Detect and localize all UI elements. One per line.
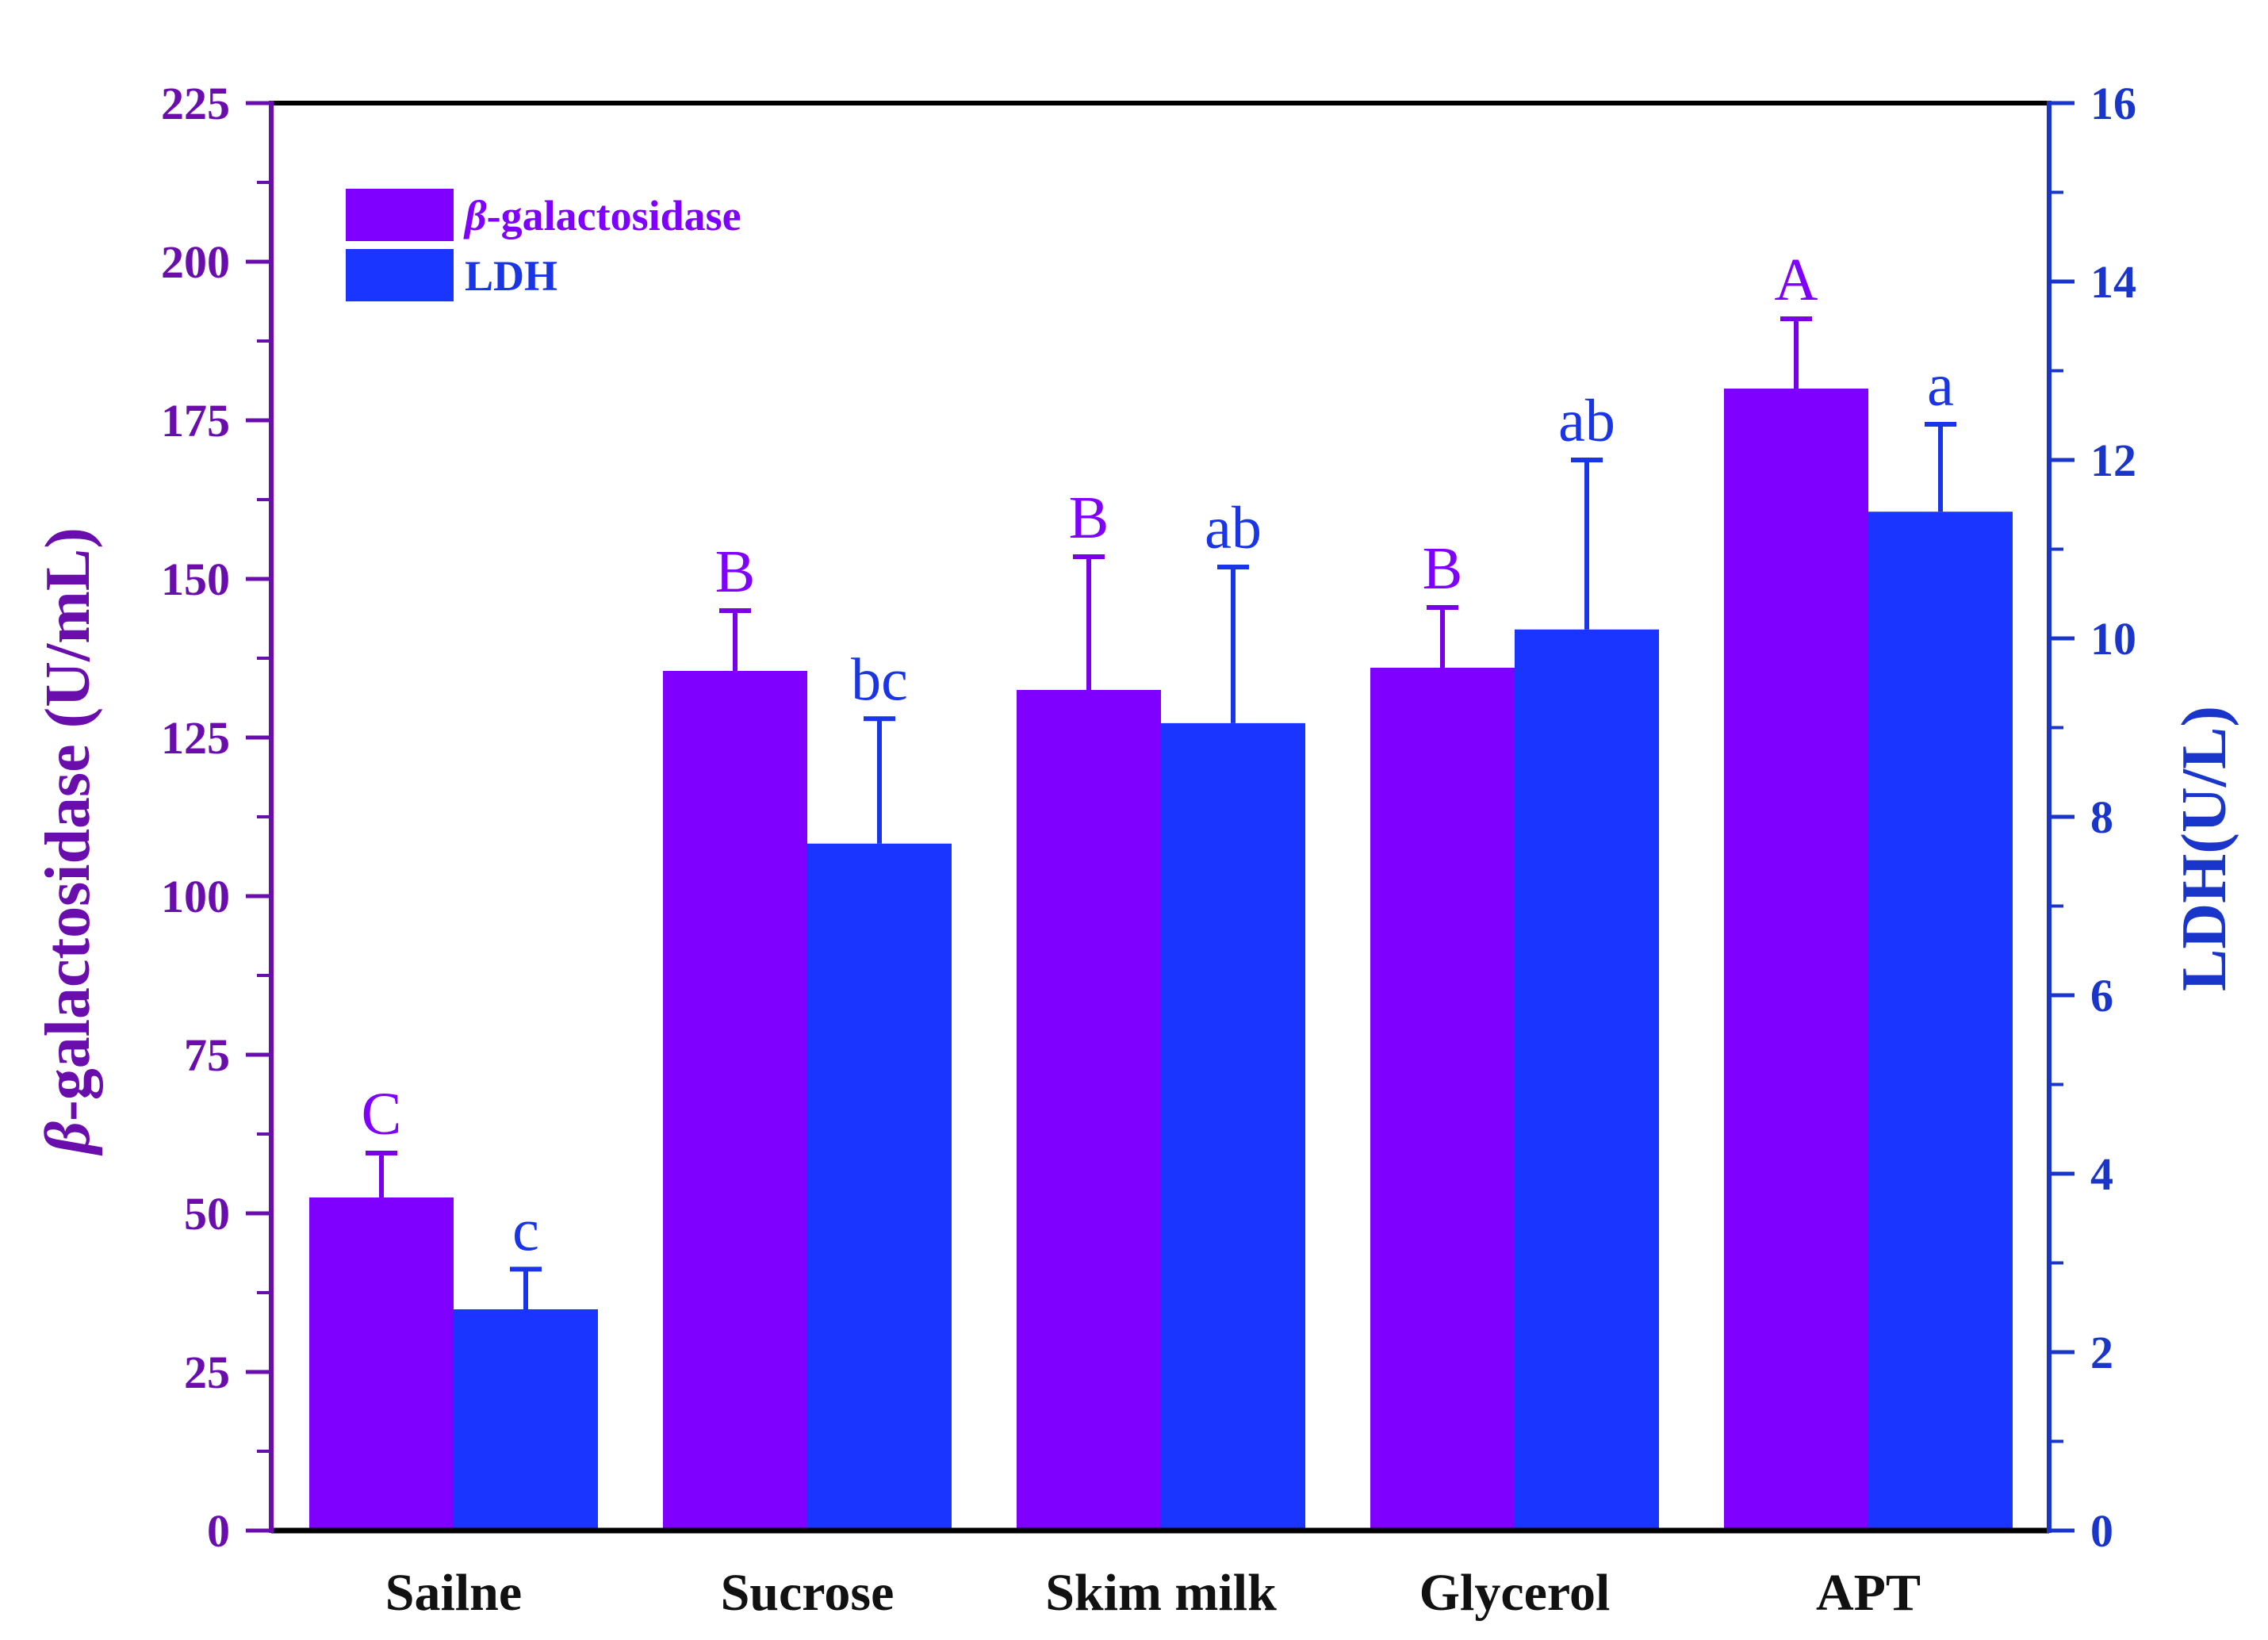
y-left-tick-label-0: 0 bbox=[207, 1505, 230, 1557]
y-left-tick-label-7: 175 bbox=[161, 395, 230, 446]
significance-letter-beta-gal-0: C bbox=[362, 1081, 402, 1148]
bar-beta-gal-2 bbox=[1017, 690, 1161, 1531]
y-right-tick-label-1: 2 bbox=[2090, 1327, 2113, 1378]
bars-layer bbox=[309, 389, 2013, 1531]
y-left-tick-label-8: 200 bbox=[161, 236, 230, 288]
y-axis-right-title: LDH(U/L) bbox=[2170, 706, 2239, 991]
category-label-0: Sailne bbox=[385, 1564, 522, 1622]
significance-letters-layer: Cc Bbc B ab Bab Aa bbox=[362, 247, 1954, 1263]
significance-letter-ldh-1: bc bbox=[851, 646, 908, 713]
y-right-tick-label-0: 0 bbox=[2090, 1505, 2113, 1557]
category-label-1: Sucrose bbox=[721, 1564, 895, 1622]
y-left-tick-label-1: 25 bbox=[184, 1347, 230, 1398]
y-left-tick-label-2: 50 bbox=[184, 1188, 230, 1240]
bar-ldh-2 bbox=[1161, 722, 1305, 1531]
legend-label-ldh: LDH bbox=[465, 252, 557, 300]
legend-label-beta-gal: β-galactosidase bbox=[463, 192, 741, 239]
y-axis-left-title: β-galactosidase (U/mL) bbox=[33, 527, 103, 1156]
y-axis-left-title-suffix: -galactosidase (U/mL) bbox=[33, 527, 103, 1121]
bar-ldh-0 bbox=[454, 1309, 598, 1531]
y-axis-left-title-prefix: β bbox=[33, 1121, 103, 1156]
y-left-tick-label-4: 100 bbox=[161, 871, 230, 922]
y-left-tick-label-3: 75 bbox=[184, 1029, 230, 1081]
legend-swatch-ldh bbox=[346, 249, 454, 301]
legend-label-prefix-beta-gal: β bbox=[463, 192, 487, 239]
significance-letter-beta-gal-4: A bbox=[1775, 247, 1818, 313]
bar-beta-gal-0 bbox=[309, 1197, 454, 1531]
bar-ldh-1 bbox=[807, 843, 952, 1531]
category-label-4: APT bbox=[1816, 1564, 1921, 1622]
category-label-3: Glycerol bbox=[1419, 1564, 1611, 1622]
y-right-tick-label-4: 8 bbox=[2090, 791, 2113, 843]
significance-letter-beta-gal-2: B bbox=[1069, 485, 1109, 551]
legend: β-galactosidase LDH bbox=[346, 189, 741, 301]
bar-beta-gal-3 bbox=[1370, 668, 1515, 1531]
y-left-tick-label-5: 125 bbox=[161, 712, 230, 764]
y-right-tick-label-5: 10 bbox=[2090, 613, 2136, 665]
legend-label-suffix-beta-gal: -galactosidase bbox=[487, 192, 741, 239]
significance-letter-ldh-0: c bbox=[512, 1197, 539, 1263]
error-bars-layer bbox=[366, 316, 1956, 1309]
legend-swatch-beta-gal bbox=[346, 189, 454, 241]
y-left-tick-label-9: 225 bbox=[161, 78, 230, 129]
category-label-2: Skim milk bbox=[1045, 1564, 1277, 1622]
significance-letter-ldh-3: ab bbox=[1558, 388, 1615, 454]
significance-letter-ldh-2: ab bbox=[1205, 495, 1262, 561]
bar-beta-gal-1 bbox=[663, 671, 807, 1531]
y-right-tick-label-2: 4 bbox=[2090, 1148, 2113, 1200]
bar-ldh-3 bbox=[1515, 629, 1659, 1531]
y-right-tick-label-8: 16 bbox=[2090, 78, 2136, 129]
significance-letter-beta-gal-3: B bbox=[1423, 535, 1463, 602]
bar-ldh-4 bbox=[1868, 512, 2013, 1531]
y-right-tick-label-3: 6 bbox=[2090, 970, 2113, 1021]
y-right-tick-label-6: 12 bbox=[2090, 435, 2136, 486]
significance-letter-ldh-4: a bbox=[1927, 352, 1954, 419]
bar-beta-gal-4 bbox=[1724, 389, 1868, 1531]
significance-letter-beta-gal-1: B bbox=[715, 538, 756, 605]
y-left-tick-label-6: 150 bbox=[161, 554, 230, 605]
y-right-tick-label-7: 14 bbox=[2090, 256, 2136, 308]
axes-layer: Sailne Sucrose Skim milk Glycerol APT 0 25 50 75… bbox=[161, 78, 2136, 1622]
